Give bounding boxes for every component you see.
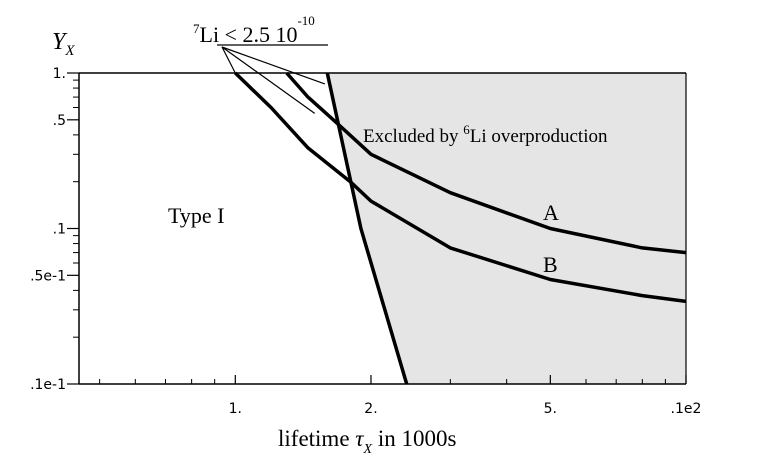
- y-tick-label: .5e-1: [30, 268, 66, 284]
- y-tick-label: 1.: [53, 66, 66, 82]
- y-tick-label: .5: [53, 113, 66, 129]
- series-line-a: [285, 71, 687, 255]
- series-a-label: A: [543, 200, 559, 225]
- axes: 1. 2. 5. .1e2 1. .5 .1 .5e-1 .1e-1: [30, 66, 701, 417]
- lithium7-annotation: [217, 44, 328, 114]
- x-tick-label: .1e2: [671, 401, 702, 417]
- annotation-label: 7Li < 2.5 10-10: [193, 13, 315, 47]
- x-tick-label: 1.: [229, 401, 242, 417]
- annotation-pointer: [221, 46, 236, 74]
- exclusion-boundary-line: [325, 72, 409, 385]
- series-lines: [234, 71, 687, 304]
- y-tick-label: .1e-1: [30, 377, 66, 393]
- exclusion-boundary: [325, 72, 409, 385]
- excluded-region-fill: [327, 73, 686, 384]
- excluded-region: [327, 73, 686, 384]
- y-tick-label: .1: [53, 222, 66, 238]
- excluded-region-label: Excluded by 6Li overproduction: [363, 122, 608, 147]
- series-b-label: B: [543, 252, 558, 277]
- x-axis-title: lifetime τX in 1000s: [278, 426, 456, 457]
- annotation-pointer: [221, 46, 316, 114]
- x-tick-label: 5.: [544, 401, 557, 417]
- series-line-b: [234, 71, 687, 304]
- annotation-pointer: [221, 46, 326, 85]
- type-one-label: Type I: [168, 203, 225, 228]
- y-axis-title: YX: [52, 29, 75, 59]
- x-tick-label: 2.: [364, 401, 377, 417]
